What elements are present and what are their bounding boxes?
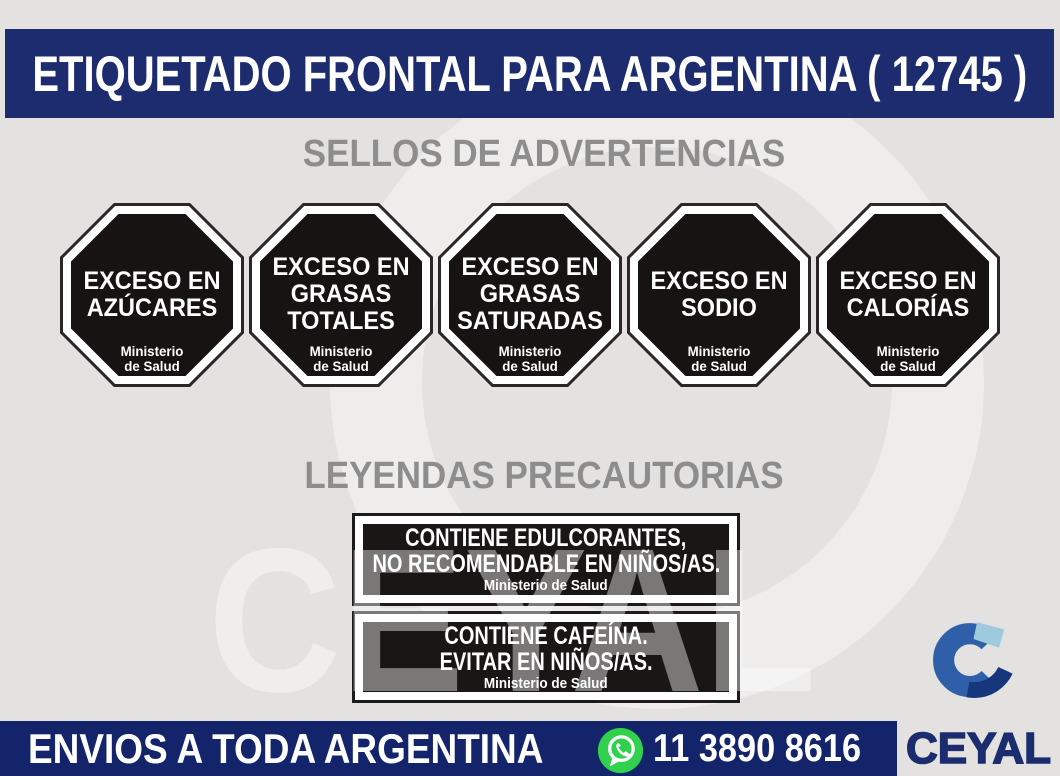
seal-ministry: Ministerio de Salud [831, 344, 985, 374]
legends-section-heading: LEYENDAS PRECAUTORIAS [304, 455, 784, 497]
seal-ministry-line: de Salud [313, 358, 369, 374]
seal-title: EXCESO EN AZÚCARES [76, 214, 228, 345]
seal-body: EXCESO EN SODIO Ministerio de Salud [638, 214, 800, 376]
seal-ministry: Ministerio de Salud [453, 344, 607, 374]
legend-line: NO RECOMENDABLE EN NIÑOS/AS. [372, 550, 720, 578]
seal-ministry: Ministerio de Salud [75, 344, 229, 374]
legend-line: CONTIENE CAFEÍNA. [444, 621, 648, 650]
seal-ministry-line: Ministerio [309, 343, 373, 359]
seal-body: EXCESO EN AZÚCARES Ministerio de Salud [71, 214, 233, 376]
seal-ministry-line: de Salud [502, 358, 558, 374]
seal-title-line: EXCESO EN [650, 266, 788, 295]
seal-title-line: AZÚCARES [86, 293, 218, 322]
seal-title: EXCESO EN SODIO [643, 214, 795, 345]
seal-title-line: GRASAS [479, 280, 581, 308]
warning-seal-azucares: EXCESO EN AZÚCARES Ministerio de Salud [60, 203, 244, 387]
whatsapp-icon [597, 727, 644, 774]
seal-body: EXCESO EN CALORÍAS Ministerio de Salud [827, 214, 989, 376]
seal-title: EXCESO EN GRASAS SATURADAS [454, 214, 606, 345]
seal-title-line: SATURADAS [457, 307, 603, 335]
seal-title-line: SODIO [681, 293, 757, 322]
seals-section-heading: SELLOS DE ADVERTENCIAS [302, 133, 786, 175]
shipping-text: ENVIOS A TODA ARGENTINA [28, 724, 544, 772]
header-bar: ETIQUETADO FRONTAL PARA ARGENTINA ( 1274… [5, 29, 1054, 118]
seal-title-line: GRASAS [290, 280, 392, 308]
brand-name: CEYAL [905, 723, 1052, 774]
seal-title-line: EXCESO EN [272, 253, 410, 281]
warning-seal-sodio: EXCESO EN SODIO Ministerio de Salud [627, 203, 811, 387]
footer-bar: ENVIOS A TODA ARGENTINA [0, 721, 897, 776]
warning-seal-calorias: EXCESO EN CALORÍAS Ministerio de Salud [816, 203, 1000, 387]
legend-label-edulcorantes: CONTIENE EDULCORANTES, NO RECOMENDABLE E… [352, 513, 740, 606]
legend-line: CONTIENE EDULCORANTES, [405, 524, 687, 552]
phone-number: 11 3890 8616 [653, 726, 862, 770]
seal-title-line: CALORÍAS [846, 293, 970, 322]
seal-ministry-line: de Salud [124, 358, 180, 374]
legend-label-cafeina: CONTIENE CAFEÍNA. EVITAR EN NIÑOS/AS. Mi… [352, 611, 740, 703]
page-title: ETIQUETADO FRONTAL PARA ARGENTINA ( 1274… [32, 45, 1027, 102]
seal-ministry-line: de Salud [691, 358, 747, 374]
seal-ministry-line: de Salud [880, 358, 936, 374]
seal-body: EXCESO EN GRASAS TOTALES Ministerio de S… [260, 214, 422, 376]
seal-ministry-line: Ministerio [498, 343, 562, 359]
legend-ministry: Ministerio de Salud [484, 674, 608, 692]
warning-seals-row: EXCESO EN AZÚCARES Ministerio de Salud E… [0, 203, 1060, 387]
seal-ministry-line: Ministerio [120, 343, 184, 359]
seal-title-line: EXCESO EN [839, 266, 977, 295]
seal-ministry: Ministerio de Salud [642, 344, 796, 374]
legend-ministry: Ministerio de Salud [484, 577, 608, 594]
seal-body: EXCESO EN GRASAS SATURADAS Ministerio de… [449, 214, 611, 376]
warning-seal-grasas-totales: EXCESO EN GRASAS TOTALES Ministerio de S… [249, 203, 433, 387]
seal-title: EXCESO EN CALORÍAS [832, 214, 984, 345]
legend-body: CONTIENE CAFEÍNA. EVITAR EN NIÑOS/AS. Mi… [363, 622, 729, 692]
seal-title: EXCESO EN GRASAS TOTALES [265, 214, 417, 345]
legend-body: CONTIENE EDULCORANTES, NO RECOMENDABLE E… [363, 524, 729, 595]
seal-title-line: EXCESO EN [461, 253, 599, 281]
warning-seal-grasas-saturadas: EXCESO EN GRASAS SATURADAS Ministerio de… [438, 203, 622, 387]
seal-title-line: TOTALES [287, 307, 395, 335]
seal-ministry: Ministerio de Salud [264, 344, 418, 374]
legend-line: EVITAR EN NIÑOS/AS. [439, 647, 653, 676]
seal-ministry-line: Ministerio [876, 343, 940, 359]
seal-title-line: EXCESO EN [83, 266, 221, 295]
seal-ministry-line: Ministerio [687, 343, 751, 359]
ceyal-c-logo-icon [932, 613, 1014, 698]
